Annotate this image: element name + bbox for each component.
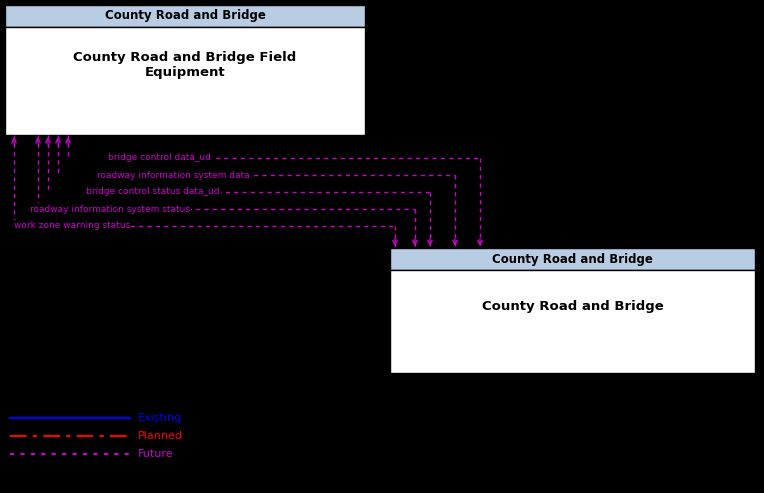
Text: Planned: Planned [138,431,183,441]
Text: Existing: Existing [138,413,183,423]
Bar [390,248,755,270]
Text: County Road and Bridge: County Road and Bridge [105,9,265,23]
Text: work zone warning status: work zone warning status [14,221,130,231]
Bar [5,5,365,27]
Text: roadway information system data: roadway information system data [97,171,250,179]
Text: bridge control status data_ud: bridge control status data_ud [86,187,219,197]
Text: County Road and Bridge Field
Equipment: County Road and Bridge Field Equipment [73,51,296,79]
Text: Future: Future [138,449,173,459]
Bar [390,270,755,373]
Text: roadway information system status: roadway information system status [30,205,190,213]
Text: County Road and Bridge: County Road and Bridge [492,252,653,266]
Text: bridge control data_ud: bridge control data_ud [108,153,211,163]
Bar [5,27,365,135]
Text: County Road and Bridge: County Road and Bridge [481,300,663,313]
